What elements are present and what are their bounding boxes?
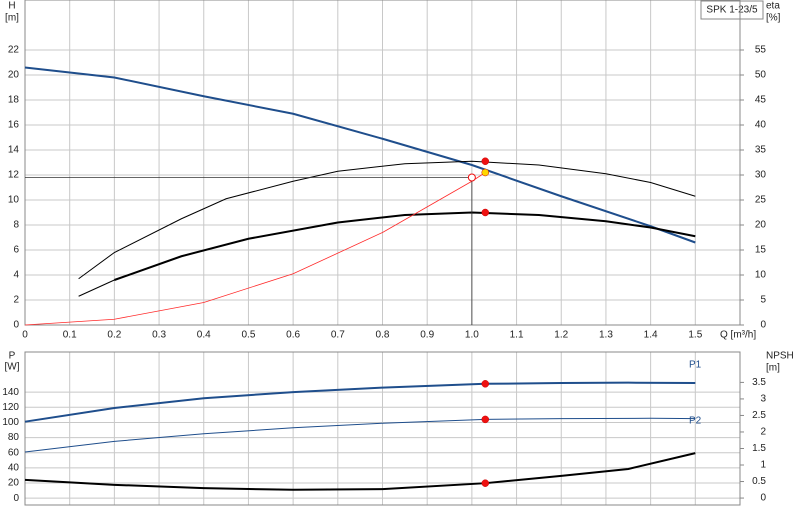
y2-axis-unit: [%] xyxy=(766,13,781,24)
y-tick-label: 60 xyxy=(8,447,20,458)
title-box xyxy=(700,0,764,20)
y-tick-label: 100 xyxy=(2,417,19,428)
plot-frame xyxy=(24,351,741,506)
y2-tick-label: 3 xyxy=(760,394,766,405)
x-tick-label: 1.4 xyxy=(644,330,658,341)
x-tick-label: 1.5 xyxy=(688,330,702,341)
y-tick-label: 12 xyxy=(8,170,20,181)
x-axis-label: Q [m³/h] xyxy=(720,330,756,341)
y2-tick-label: 1 xyxy=(760,460,766,471)
y-tick-label: 80 xyxy=(8,432,20,443)
y2-tick-label: 45 xyxy=(755,95,767,106)
y-tick-label: 18 xyxy=(8,95,20,106)
y-axis-label: H xyxy=(8,1,15,12)
x-tick-label: 1.1 xyxy=(510,330,524,341)
y-axis-unit: [W] xyxy=(5,362,20,373)
y2-tick-label: 55 xyxy=(755,45,767,56)
x-tick-label: 0.5 xyxy=(241,330,255,341)
y-tick-label: 20 xyxy=(8,478,20,489)
x-tick-label: 0.8 xyxy=(376,330,390,341)
y2-tick-label: 25 xyxy=(755,195,767,206)
x-tick-label: 0.9 xyxy=(420,330,434,341)
y2-tick-label: 2 xyxy=(760,427,766,438)
point-marker xyxy=(481,157,490,165)
x-tick-label: 1.2 xyxy=(554,330,568,341)
y-axis-label: P xyxy=(9,351,16,362)
y-tick-label: 40 xyxy=(8,463,20,474)
y-tick-label: 0 xyxy=(13,320,19,331)
y2-tick-label: 50 xyxy=(755,70,767,81)
point-marker xyxy=(481,479,490,487)
chart-title: SPK 1-23/5 xyxy=(706,5,758,16)
y-tick-label: 2 xyxy=(13,295,19,306)
y-tick-label: 120 xyxy=(2,402,19,413)
y-tick-label: 6 xyxy=(13,245,19,256)
curve xyxy=(24,417,696,453)
curve xyxy=(24,381,696,423)
curve xyxy=(78,160,696,280)
curve-label: P2 xyxy=(689,416,702,427)
x-tick-label: 1.3 xyxy=(599,330,613,341)
x-tick-label: 0 xyxy=(22,330,28,341)
y2-tick-label: 3.5 xyxy=(752,377,766,388)
x-tick-label: 0.6 xyxy=(286,330,300,341)
y2-tick-label: 30 xyxy=(755,170,767,181)
x-tick-label: 0.7 xyxy=(331,330,345,341)
y2-axis-unit: [m] xyxy=(766,363,780,374)
y2-tick-label: 15 xyxy=(755,245,767,256)
point-marker xyxy=(481,168,490,177)
y-axis-unit: [m] xyxy=(5,13,19,24)
y2-tick-label: 20 xyxy=(755,220,767,231)
x-tick-label: 1.0 xyxy=(465,330,479,341)
y-tick-label: 16 xyxy=(8,120,20,131)
y-tick-label: 8 xyxy=(13,220,19,231)
point-marker xyxy=(481,208,490,217)
point-marker xyxy=(481,380,490,388)
plot-frame xyxy=(24,0,741,326)
x-tick-label: 0.2 xyxy=(107,330,121,341)
x-tick-label: 0.3 xyxy=(152,330,166,341)
y2-tick-label: 2.5 xyxy=(752,410,766,421)
curve xyxy=(24,66,696,244)
y-tick-label: 140 xyxy=(2,387,19,398)
point-marker xyxy=(467,173,476,182)
x-tick-label: 0.4 xyxy=(197,330,211,341)
y2-tick-label: 10 xyxy=(755,270,767,281)
y2-tick-label: 0.5 xyxy=(752,476,766,487)
y-tick-label: 10 xyxy=(8,195,20,206)
y-tick-label: 22 xyxy=(8,45,20,56)
y2-tick-label: 5 xyxy=(760,295,766,306)
y2-axis-label: eta xyxy=(766,1,780,12)
y-tick-label: 14 xyxy=(8,145,20,156)
y2-tick-label: 0 xyxy=(760,320,766,331)
y-tick-label: 4 xyxy=(13,270,19,281)
curve xyxy=(24,452,696,491)
curve xyxy=(114,211,696,281)
y2-axis-label: NPSH xyxy=(766,351,794,362)
curve xyxy=(78,279,115,297)
curve-label: P1 xyxy=(689,360,702,371)
y2-tick-label: 40 xyxy=(755,120,767,131)
y2-tick-label: 35 xyxy=(755,145,767,156)
point-marker xyxy=(481,415,490,424)
y2-tick-label: 1.5 xyxy=(752,443,766,454)
y-tick-label: 0 xyxy=(13,493,19,504)
x-tick-label: 0.1 xyxy=(63,330,77,341)
y2-tick-label: 0 xyxy=(760,493,766,504)
y-tick-label: 20 xyxy=(8,70,20,81)
